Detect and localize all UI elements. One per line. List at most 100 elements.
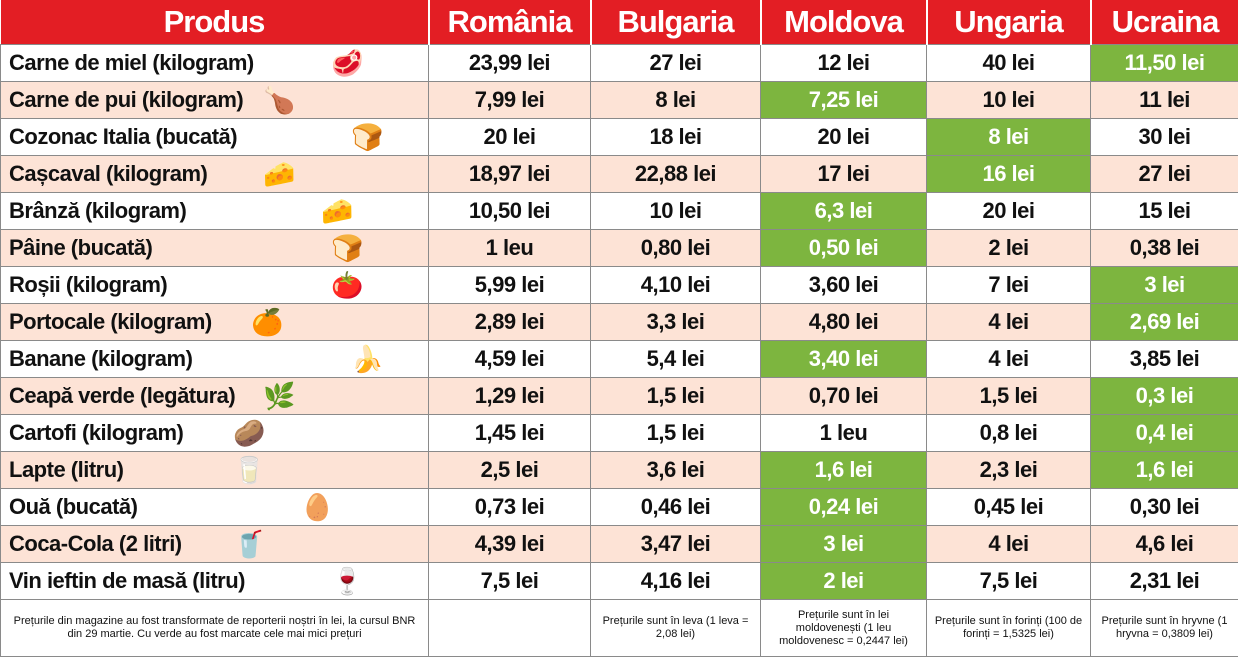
- price-romania: 10,50 lei: [429, 193, 591, 230]
- price-ucraina: 27 lei: [1091, 156, 1238, 193]
- product-cell: Ouă (bucată) 🥚: [1, 489, 429, 526]
- feta-cheese-icon: 🧀: [321, 197, 353, 225]
- footer-note-bulgaria: Prețurile sunt în leva (1 leva = 2,08 le…: [591, 600, 761, 657]
- milk-icon: 🥛: [233, 456, 265, 484]
- product-cell: Lapte (litru) 🥛: [1, 452, 429, 489]
- price-ungaria: 7 lei: [927, 267, 1091, 304]
- price-ungaria: 1,5 lei: [927, 378, 1091, 415]
- price-bulgaria: 22,88 lei: [591, 156, 761, 193]
- price-bulgaria: 0,46 lei: [591, 489, 761, 526]
- price-moldova: 4,80 lei: [761, 304, 927, 341]
- green-onion-icon: 🌿: [263, 382, 295, 410]
- price-ucraina: 11 lei: [1091, 82, 1238, 119]
- price-ungaria: 10 lei: [927, 82, 1091, 119]
- price-bulgaria: 1,5 lei: [591, 415, 761, 452]
- product-name: Ouă (bucată): [9, 494, 137, 519]
- price-romania: 18,97 lei: [429, 156, 591, 193]
- price-bulgaria: 0,80 lei: [591, 230, 761, 267]
- price-ungaria: 4 lei: [927, 341, 1091, 378]
- product-cell: Brânză (kilogram) 🧀: [1, 193, 429, 230]
- price-romania: 7,5 lei: [429, 563, 591, 600]
- price-moldova: 20 lei: [761, 119, 927, 156]
- price-ucraina: 0,30 lei: [1091, 489, 1238, 526]
- cola-bottle-icon: 🥤: [233, 530, 265, 558]
- price-moldova: 3 lei: [761, 526, 927, 563]
- product-cell: Vin ieftin de masă (litru)🍷: [1, 563, 429, 600]
- price-romania: 23,99 lei: [429, 45, 591, 82]
- price-bulgaria: 10 lei: [591, 193, 761, 230]
- price-ucraina: 30 lei: [1091, 119, 1238, 156]
- price-romania: 20 lei: [429, 119, 591, 156]
- product-name: Cozonac Italia (bucată): [9, 124, 237, 149]
- footer-note-romania: [429, 600, 591, 657]
- product-cell: Cașcaval (kilogram)🧀: [1, 156, 429, 193]
- product-name: Carne de miel (kilogram): [9, 50, 254, 75]
- potato-icon: 🥔: [233, 419, 265, 447]
- price-ucraina: 4,6 lei: [1091, 526, 1238, 563]
- header-ungaria: Ungaria: [927, 0, 1091, 45]
- price-romania: 1,45 lei: [429, 415, 591, 452]
- price-moldova: 1,6 lei: [761, 452, 927, 489]
- header-product: Produs: [1, 0, 429, 45]
- footer-row: Prețurile din magazine au fost transform…: [1, 600, 1238, 657]
- product-name: Vin ieftin de masă (litru): [9, 568, 245, 593]
- price-romania: 4,59 lei: [429, 341, 591, 378]
- price-moldova: 0,50 lei: [761, 230, 927, 267]
- orange-icon: 🍊: [251, 308, 283, 336]
- product-cell: Roșii (kilogram) 🍅: [1, 267, 429, 304]
- price-ungaria: 0,8 lei: [927, 415, 1091, 452]
- price-ungaria: 0,45 lei: [927, 489, 1091, 526]
- price-bulgaria: 4,16 lei: [591, 563, 761, 600]
- product-name: Coca-Cola (2 litri): [9, 531, 182, 556]
- price-ucraina: 0,3 lei: [1091, 378, 1238, 415]
- tomato-icon: 🍅: [331, 271, 363, 299]
- header-row: Produs România Bulgaria Moldova Ungaria …: [1, 0, 1238, 45]
- footer-note-moldova: Prețurile sunt în lei moldovenești (1 le…: [761, 600, 927, 657]
- price-ucraina: 2,69 lei: [1091, 304, 1238, 341]
- product-cell: Portocale (kilogram)🍊: [1, 304, 429, 341]
- product-cell: Ceapă verde (legătura)🌿: [1, 378, 429, 415]
- product-name: Pâine (bucată): [9, 235, 152, 260]
- price-romania: 5,99 lei: [429, 267, 591, 304]
- footer-note-ucraina: Prețurile sunt în hryvne (1 hryvna = 0,3…: [1091, 600, 1238, 657]
- banana-icon: 🍌: [351, 345, 383, 373]
- meat-icon: 🥩: [331, 49, 363, 77]
- price-bulgaria: 3,47 lei: [591, 526, 761, 563]
- price-romania: 2,89 lei: [429, 304, 591, 341]
- header-romania: România: [429, 0, 591, 45]
- product-name: Carne de pui (kilogram): [9, 87, 243, 112]
- product-name: Cașcaval (kilogram): [9, 161, 207, 186]
- header-ucraina: Ucraina: [1091, 0, 1238, 45]
- product-cell: Cozonac Italia (bucată) 🍞: [1, 119, 429, 156]
- price-ungaria: 8 lei: [927, 119, 1091, 156]
- price-bulgaria: 18 lei: [591, 119, 761, 156]
- product-name: Lapte (litru): [9, 457, 124, 482]
- price-ucraina: 2,31 lei: [1091, 563, 1238, 600]
- panettone-icon: 🍞: [351, 123, 383, 151]
- price-moldova: 3,60 lei: [761, 267, 927, 304]
- product-cell: Banane (kilogram)🍌: [1, 341, 429, 378]
- product-cell: Cartofi (kilogram) 🥔: [1, 415, 429, 452]
- product-cell: Carne de pui (kilogram)🍗: [1, 82, 429, 119]
- price-romania: 7,99 lei: [429, 82, 591, 119]
- price-ucraina: 3 lei: [1091, 267, 1238, 304]
- product-name: Brânză (kilogram): [9, 198, 186, 223]
- eggs-icon: 🥚: [301, 493, 333, 521]
- price-romania: 1 leu: [429, 230, 591, 267]
- price-romania: 2,5 lei: [429, 452, 591, 489]
- product-name: Roșii (kilogram): [9, 272, 167, 297]
- product-name: Cartofi (kilogram): [9, 420, 183, 445]
- price-ungaria: 4 lei: [927, 526, 1091, 563]
